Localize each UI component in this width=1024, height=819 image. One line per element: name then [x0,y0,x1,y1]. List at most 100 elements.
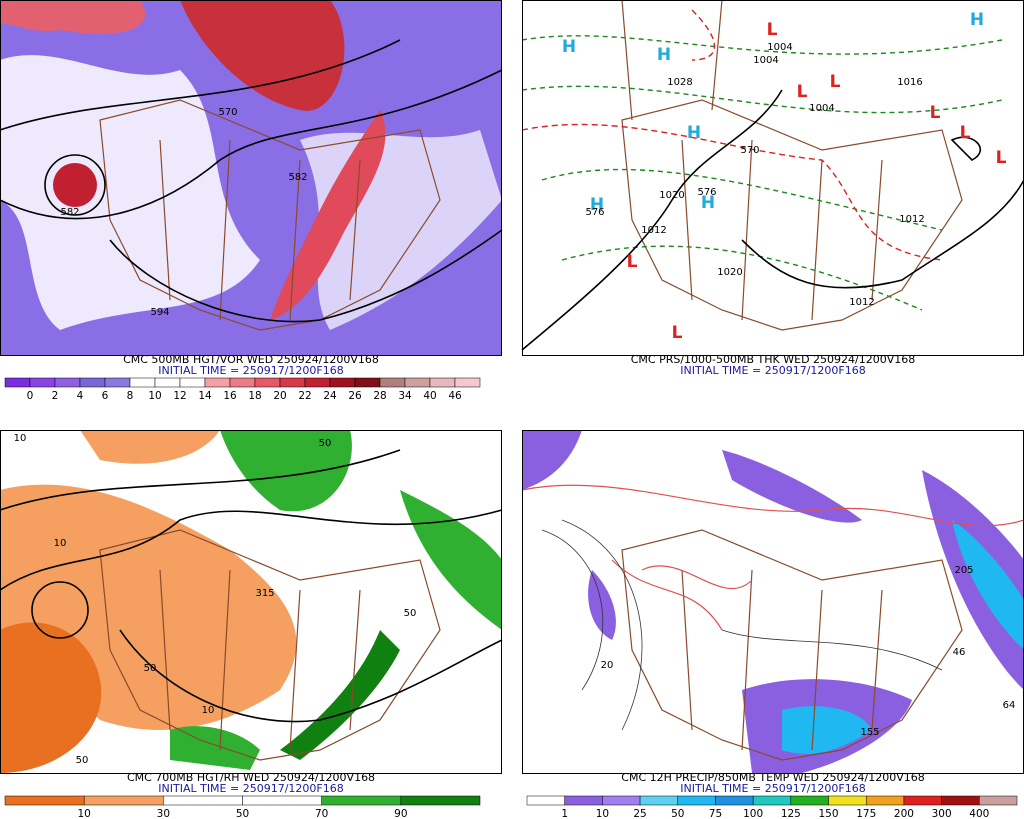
colorbar-label: 24 [323,390,337,402]
colorbar-label: 4 [77,390,84,402]
precip [782,706,872,754]
colorbar-swatch [865,795,905,806]
height-contours [0,39,503,323]
colorbar-label: 70 [315,808,328,819]
vorticity [180,0,345,111]
contour-label: 1004 [809,103,834,114]
low-marker: L [930,103,941,123]
contour-label: 20 [601,660,614,671]
colorbar-swatch [4,377,31,388]
initial-time: INITIAL TIME = 250917/1200F168 [158,364,343,377]
map-background [522,0,1024,355]
colorbar-swatch [526,795,565,806]
colorbar-label: 14 [198,390,212,402]
colorbar-swatch [83,795,164,806]
colorbar-swatch [229,377,256,388]
contour-label: 315 [255,588,274,599]
colorbar-swatch [154,377,181,388]
contour-label: 10 [202,705,215,716]
contour-label: 155 [860,727,879,738]
colorbar-swatch [304,377,331,388]
colorbar-swatch [54,377,81,388]
contour-label: 50 [76,755,89,766]
high-marker: H [657,45,671,65]
colorbar-swatch [903,795,942,806]
height-contours [44,154,106,216]
colorbar-swatch [429,377,456,388]
colorbar-label: 50 [236,808,249,819]
precip [588,570,616,640]
contour-label: 46 [953,647,966,658]
vorticity [270,110,386,320]
caption: CMC 500MB HGT/VOR WED 250924/1200V168 [123,353,379,366]
colorbar-label: 25 [633,808,646,819]
contour-label: 50 [319,438,332,449]
colorbar-swatch [204,377,231,388]
colorbar-label: 75 [709,808,722,819]
colorbar-label: 30 [157,808,170,819]
colorbar-swatch [564,795,603,806]
contour-label: 50 [144,663,157,674]
thickness-contours [521,35,1003,311]
colorbar-swatch [129,377,156,388]
low-marker: L [830,72,841,92]
vorticity [53,163,97,207]
colorbar-label: 28 [373,390,386,402]
colorbar-swatch [828,795,867,806]
vorticity [0,0,146,34]
low-marker: L [767,20,778,40]
colorbar-swatch [29,377,56,388]
precip [522,430,582,490]
contour-label: 64 [1003,700,1016,711]
contour-label: 1004 [753,55,778,66]
height-contours [31,581,89,639]
colorbar-swatch [752,795,792,806]
initial-time: INITIAL TIME = 250917/1200F168 [158,782,343,795]
borders [621,0,963,331]
colorbar-label: 46 [448,390,462,402]
contour-label: 582 [288,172,307,183]
moist-region [400,490,502,630]
low-marker: L [996,148,1007,168]
contour-label: 1012 [899,214,924,225]
colorbar-label: 8 [127,390,134,402]
caption: CMC 700MB HGT/RH WED 250924/1200V168 [127,771,375,784]
contour-label: 10 [54,538,67,549]
contour-label: 50 [404,608,417,619]
dry-region [80,430,220,464]
colorbar-label: 100 [743,808,763,819]
map-frame [0,0,502,356]
colorbar-swatch [715,795,754,806]
colorbar-swatch [400,795,481,806]
panel-700mb [0,430,503,773]
colorbar-swatch [639,795,679,806]
isobars [521,89,1024,351]
colorbar-swatch [104,377,131,388]
colorbar-label: 34 [398,390,412,402]
moist-region [220,430,352,512]
colorbar-swatch [321,795,402,806]
colorbar-swatch [454,377,481,388]
contour-label: 1020 [659,190,684,201]
contour-label: 576 [697,187,716,198]
colorbar-label: 6 [102,390,109,402]
colorbar-label: 40 [423,390,436,402]
colorbar-label: 90 [394,808,407,819]
colorbar-label: 18 [248,390,261,402]
temperature-contours [541,519,943,731]
low-marker: L [960,123,971,143]
borders [99,99,441,331]
high-marker: H [687,123,701,143]
panel-500mb [0,0,503,355]
colorbar-swatch [941,795,980,806]
colorbar-label: 10 [148,390,161,402]
precip [722,450,862,523]
colorbar-label: 22 [298,390,311,402]
colorbar-label: 16 [223,390,237,402]
caption: CMC PRS/1000-500MB THK WED 250924/1200V1… [631,353,916,366]
low-marker: L [797,82,808,102]
moist-region [280,630,400,760]
colorbar-label: 175 [856,808,876,819]
thickness-contours [521,9,943,261]
